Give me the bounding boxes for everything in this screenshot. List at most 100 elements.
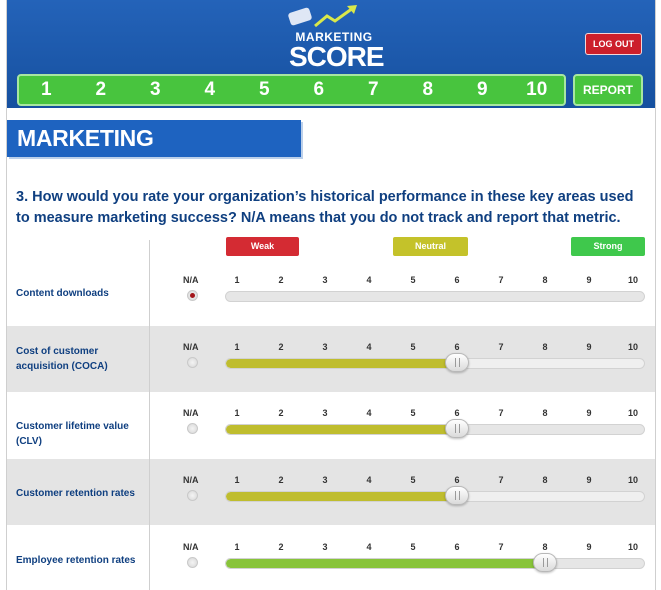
- scale-numbers: 1 2 3 4 5 6 7 8 9 10: [225, 475, 645, 487]
- scale-number: 5: [410, 542, 416, 552]
- step-tab-4[interactable]: 4: [204, 79, 216, 100]
- scale-number: 2: [278, 342, 284, 352]
- step-tab-7[interactable]: 7: [367, 79, 379, 100]
- scale-number: 6: [454, 342, 460, 352]
- scale-number: 10: [627, 275, 639, 285]
- step-tab-10[interactable]: 10: [526, 79, 548, 100]
- scale-number: 4: [366, 408, 372, 418]
- scale-number: 5: [410, 475, 416, 485]
- legend-neutral: Neutral: [393, 237, 468, 256]
- marketing-score-logo: MARKETING SCORE: [287, 4, 385, 72]
- scale-number: 3: [322, 408, 328, 418]
- scale-number: 8: [542, 275, 548, 285]
- section-title-box: MARKETING PERFORMANCE: [7, 120, 301, 188]
- scale-number: 9: [586, 542, 592, 552]
- scale-number: 5: [410, 342, 416, 352]
- scale-number: 10: [627, 408, 639, 418]
- rating-slider-fill: [226, 359, 458, 368]
- scale-number: 7: [498, 408, 504, 418]
- rating-slider-track[interactable]: [225, 558, 645, 569]
- scale-number: 10: [627, 342, 639, 352]
- scale-number: 4: [366, 275, 372, 285]
- rating-slider-track[interactable]: [225, 291, 645, 302]
- scale-number: 9: [586, 275, 592, 285]
- scale-numbers: 1 2 3 4 5 6 7 8 9 10: [225, 342, 645, 354]
- scale-number: 5: [410, 408, 416, 418]
- rating-slider-track[interactable]: [225, 358, 645, 369]
- legend-weak: Weak: [226, 237, 299, 256]
- metric-label: Content downloads: [16, 288, 109, 299]
- scale-number: 8: [542, 475, 548, 485]
- na-radio[interactable]: [187, 490, 198, 501]
- step-tab-5[interactable]: 5: [258, 79, 270, 100]
- step-tab-6[interactable]: 6: [313, 79, 325, 100]
- question-text: 3. How would you rate your organization’…: [16, 189, 634, 226]
- scale-number: 10: [627, 542, 639, 552]
- step-tab-3[interactable]: 3: [149, 79, 161, 100]
- na-radio[interactable]: [187, 357, 198, 368]
- scale-number: 1: [234, 408, 240, 418]
- rating-slider-track[interactable]: [225, 424, 645, 435]
- scale-number: 3: [322, 275, 328, 285]
- scale-number: 2: [278, 542, 284, 552]
- scale-number: 6: [454, 542, 460, 552]
- rating-slider-handle[interactable]: [445, 486, 469, 505]
- report-button[interactable]: REPORT: [573, 74, 643, 106]
- scale-number: 2: [278, 408, 284, 418]
- na-label: N/A: [183, 408, 199, 418]
- trend-arrow-icon: [314, 5, 357, 28]
- rating-slider-handle[interactable]: [445, 419, 469, 438]
- step-tab-8[interactable]: 8: [422, 79, 434, 100]
- na-label: N/A: [183, 275, 199, 285]
- scale-number: 7: [498, 275, 504, 285]
- metric-row: Content downloads N/A 1 2 3 4 5 6 7 8 9 10: [7, 259, 655, 325]
- scale-number: 1: [234, 275, 240, 285]
- na-radio[interactable]: [187, 423, 198, 434]
- scale-number: 4: [366, 342, 372, 352]
- section-title: MARKETING PERFORMANCE: [17, 125, 194, 188]
- na-label: N/A: [183, 342, 199, 352]
- scale-number: 8: [542, 408, 548, 418]
- scale-number: 9: [586, 342, 592, 352]
- metric-row: Customer lifetime value (CLV) N/A 1 2 3 4 5 6 7 8…: [7, 392, 655, 458]
- header: MARKETING SCORE LOG OUT 1 2 3 4 5 6 7 8 9 10 REPO…: [7, 0, 655, 108]
- scale-number: 4: [366, 542, 372, 552]
- scale-number: 7: [498, 542, 504, 552]
- scale-number: 3: [322, 342, 328, 352]
- na-label: N/A: [183, 475, 199, 485]
- scale-number: 6: [454, 408, 460, 418]
- metric-row: Employee retention rates N/A 1 2 3 4 5 6 7 8 9 10: [7, 526, 655, 590]
- metric-row: Customer retention rates N/A 1 2 3 4 5 6 7 8 9 10: [7, 459, 655, 525]
- step-navigation: 1 2 3 4 5 6 7 8 9 10: [17, 74, 566, 106]
- scale-number: 3: [322, 542, 328, 552]
- step-tab-2[interactable]: 2: [95, 79, 107, 100]
- rating-slider-fill: [226, 492, 458, 501]
- scale-number: 7: [498, 475, 504, 485]
- scale-number: 7: [498, 342, 504, 352]
- scale-number: 9: [586, 408, 592, 418]
- logout-button[interactable]: LOG OUT: [585, 33, 642, 55]
- metric-label: Customer retention rates: [16, 488, 135, 499]
- logo-text-top: MARKETING: [295, 30, 373, 44]
- rating-slider-handle[interactable]: [445, 353, 469, 372]
- scale-number: 6: [454, 275, 460, 285]
- scale-number: 9: [586, 475, 592, 485]
- scale-numbers: 1 2 3 4 5 6 7 8 9 10: [225, 275, 645, 287]
- na-radio[interactable]: [187, 557, 198, 568]
- metric-label: Employee retention rates: [16, 555, 136, 566]
- rating-slider-handle[interactable]: [533, 553, 557, 572]
- metric-label: Cost of customer acquisition (COCA): [16, 346, 108, 372]
- app-frame: MARKETING SCORE LOG OUT 1 2 3 4 5 6 7 8 9 10 REPO…: [6, 0, 656, 590]
- metric-row: Cost of customer acquisition (COCA) N/A 1 2…: [7, 326, 655, 392]
- na-label: N/A: [183, 542, 199, 552]
- logo-text-main: SCORE: [289, 41, 385, 72]
- scale-number: 2: [278, 475, 284, 485]
- step-tab-1[interactable]: 1: [40, 79, 52, 100]
- na-radio[interactable]: [187, 290, 198, 301]
- rating-slider-track[interactable]: [225, 491, 645, 502]
- column-divider: [149, 240, 150, 590]
- scale-number: 8: [542, 542, 548, 552]
- step-tab-9[interactable]: 9: [476, 79, 488, 100]
- scale-number: 8: [542, 342, 548, 352]
- scale-number: 10: [627, 475, 639, 485]
